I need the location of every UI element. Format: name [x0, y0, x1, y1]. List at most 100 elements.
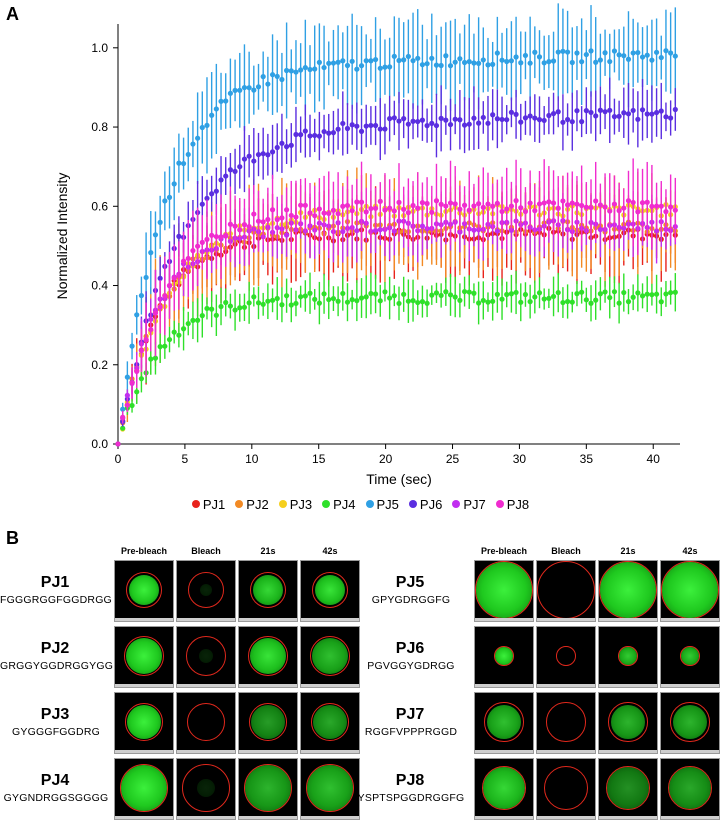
data-point: [368, 122, 374, 129]
data-point: [265, 81, 271, 87]
column-header: Pre-bleach: [480, 546, 528, 556]
data-point: [330, 207, 337, 213]
data-point: [508, 58, 514, 64]
data-point: [251, 211, 257, 217]
data-point: [391, 53, 397, 59]
data-point: [213, 312, 219, 318]
data-point: [602, 289, 608, 295]
data-point: [405, 210, 411, 216]
bleach-roi-circle: [667, 765, 713, 811]
data-point: [195, 135, 201, 141]
legend-item-pj3: PJ3: [278, 494, 312, 514]
data-point: [302, 293, 308, 299]
data-point: [312, 213, 318, 219]
tile-separator: [115, 618, 173, 621]
data-point: [180, 258, 187, 264]
data-point: [312, 66, 318, 72]
construct-sequence: RGGFVPPPRGGD: [364, 726, 458, 738]
data-point: [401, 206, 407, 212]
data-point: [124, 374, 130, 380]
data-point: [438, 115, 444, 121]
x-tick-label: 0: [115, 452, 122, 466]
data-point: [269, 207, 276, 213]
data-point: [504, 206, 510, 212]
legend-marker: [235, 500, 244, 508]
data-point: [232, 223, 238, 229]
data-point: [513, 289, 519, 296]
data-point: [387, 295, 393, 301]
data-point: [560, 48, 566, 54]
data-point: [452, 294, 458, 300]
data-point: [162, 343, 168, 349]
data-point: [653, 203, 660, 209]
data-point: [415, 205, 421, 211]
data-point: [180, 160, 187, 167]
tile-separator: [239, 618, 297, 621]
data-point: [485, 201, 491, 207]
microscopy-tile: [536, 626, 596, 688]
data-point: [597, 226, 603, 233]
data-point: [307, 210, 313, 216]
data-point: [522, 52, 529, 59]
data-point: [377, 126, 383, 132]
data-point: [288, 302, 294, 308]
data-point: [565, 49, 571, 55]
tile-separator: [661, 816, 719, 819]
data-point: [335, 59, 341, 65]
column-header: Pre-bleach: [120, 546, 168, 556]
data-point: [555, 49, 561, 55]
data-point: [560, 119, 566, 125]
bleach-roi-circle: [309, 635, 351, 677]
data-point: [476, 120, 482, 126]
data-point: [377, 65, 383, 71]
data-point: [260, 301, 266, 307]
data-point: [504, 117, 510, 123]
data-point: [162, 293, 168, 299]
data-point: [269, 72, 276, 78]
data-point: [255, 151, 262, 158]
tile-separator: [301, 684, 359, 687]
data-point: [466, 289, 472, 295]
data-point: [302, 64, 308, 71]
data-point: [485, 120, 491, 126]
data-point: [583, 297, 589, 303]
data-point: [419, 117, 426, 123]
data-point: [330, 60, 337, 66]
data-point: [227, 221, 233, 227]
data-point: [307, 66, 313, 73]
microscopy-tile: [238, 692, 298, 754]
microscopy-tile: [598, 758, 658, 820]
data-point: [349, 208, 355, 214]
data-point: [326, 296, 332, 303]
microscopy-tile: [598, 692, 658, 754]
data-point: [316, 300, 322, 306]
data-point: [396, 199, 402, 205]
microscopy-tile: [536, 758, 596, 820]
construct-name: PJ5: [395, 574, 425, 591]
bleach-roi-circle: [546, 702, 586, 742]
data-point: [143, 336, 149, 343]
data-point: [218, 98, 224, 104]
data-point: [157, 219, 163, 225]
data-point: [541, 296, 547, 302]
data-point: [429, 292, 435, 298]
data-point: [358, 128, 365, 135]
tile-separator: [599, 750, 657, 753]
data-point: [255, 300, 262, 306]
data-point: [372, 56, 379, 63]
data-point: [152, 355, 159, 361]
data-point: [293, 300, 299, 307]
data-point: [494, 291, 500, 297]
data-point: [120, 414, 126, 420]
panel-a-label: A: [6, 4, 19, 24]
data-point: [265, 216, 271, 223]
data-point: [499, 208, 505, 215]
data-point: [457, 297, 463, 303]
microscopy-tile: [300, 758, 360, 820]
data-point: [227, 90, 233, 96]
data-point: [157, 304, 163, 310]
data-point: [494, 200, 500, 206]
data-point: [653, 109, 660, 116]
data-point: [209, 191, 215, 197]
data-point: [195, 243, 201, 249]
